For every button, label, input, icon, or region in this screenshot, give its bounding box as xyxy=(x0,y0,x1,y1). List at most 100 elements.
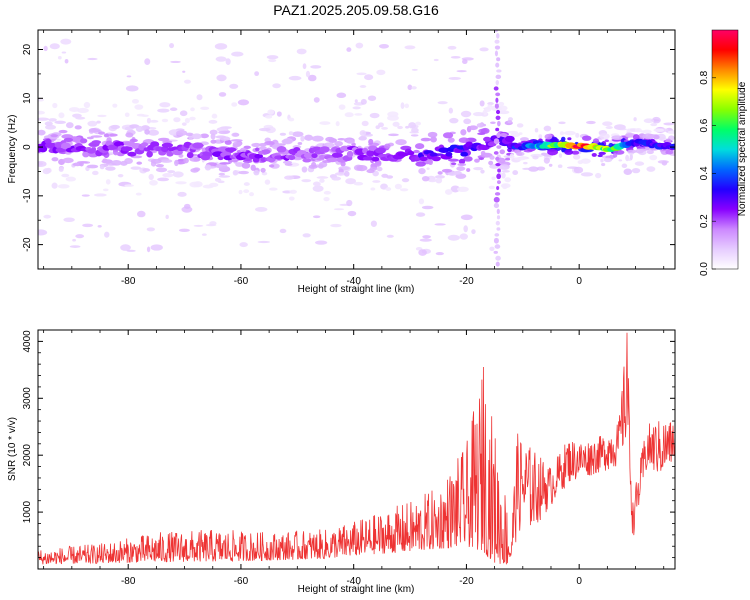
x-tick-label: -40 xyxy=(346,276,361,287)
spectrogram-speckle xyxy=(473,166,484,171)
spectrogram-speckle xyxy=(448,76,462,80)
spectrogram-cell xyxy=(646,149,654,155)
figure-title: PAZ1.2025.205.09.58.G16 xyxy=(273,2,439,18)
spectrogram-cell xyxy=(626,149,637,154)
spectrogram-ridge-cell xyxy=(252,157,260,163)
spectrogram-streak-cell xyxy=(494,39,500,44)
spectrogram-speckle xyxy=(370,220,377,227)
spectrogram-cell xyxy=(97,114,107,118)
spectrogram-speckle xyxy=(528,166,539,172)
spectrogram-cell xyxy=(428,159,433,166)
spectrogram-cell xyxy=(142,168,151,172)
spectrogram-speckle xyxy=(415,212,426,217)
spectrogram-cell xyxy=(343,171,350,177)
spectrogram-speckle xyxy=(462,59,468,65)
spectrogram-cell xyxy=(354,113,363,116)
spectrogram-cell xyxy=(108,133,118,137)
spectrogram-cell xyxy=(190,168,200,173)
spectrogram-cell xyxy=(216,127,229,132)
spectrogram-speckle xyxy=(137,210,146,218)
y-tick-label: 3000 xyxy=(22,387,33,410)
spectrogram-streak-cell xyxy=(494,233,500,237)
y-tick-label: 2000 xyxy=(22,444,33,467)
colorbar-tick-label: 0.8 xyxy=(699,70,710,84)
spectrogram-cell xyxy=(490,121,496,125)
spectrogram-speckle xyxy=(162,173,174,178)
spectrogram-streak-cell xyxy=(497,120,501,127)
spectrogram-ridge-cell xyxy=(87,148,96,154)
spectrogram-cell xyxy=(488,185,495,190)
spectrogram-streak-cell xyxy=(493,151,499,155)
spectrogram-cell xyxy=(369,166,378,171)
spectrogram-speckle xyxy=(45,124,57,130)
spectrogram-cell xyxy=(184,117,190,124)
spectrogram-cell xyxy=(292,131,304,137)
spectrogram-speckle xyxy=(302,63,307,70)
spectrogram-streak-cell xyxy=(495,255,501,261)
spectrogram-cell xyxy=(96,120,101,124)
spectrogram-streak-cell xyxy=(493,237,499,244)
spectrogram-speckle xyxy=(229,83,239,89)
spectrogram-cell xyxy=(50,134,59,138)
spectrogram-cell xyxy=(111,159,122,166)
spectrogram-ridge-cell xyxy=(288,155,296,161)
spectrogram-cell xyxy=(519,137,529,142)
spectrogram-speckle xyxy=(376,69,386,76)
spectrogram-cell xyxy=(86,136,94,140)
spectrogram-cell xyxy=(42,168,51,175)
snr-x-label: Height of straight line (km) xyxy=(298,584,415,595)
spectrogram-speckle xyxy=(355,42,364,49)
colorbar-tick-label: 0.2 xyxy=(699,214,710,228)
snr-series-line xyxy=(37,332,676,565)
spectrogram-speckle xyxy=(51,182,58,189)
spectrogram-speckle xyxy=(177,191,187,197)
spectrogram-cell xyxy=(52,102,58,109)
spectrogram-streak-cell xyxy=(494,45,501,50)
spectrogram-speckle xyxy=(359,85,367,88)
spectrogram-cell xyxy=(491,176,496,181)
x-tick-label: 0 xyxy=(576,576,582,587)
spectrogram-cell xyxy=(392,121,400,127)
spectrogram-cell xyxy=(301,166,308,173)
colorbar: 0.0 0.2 0.4 0.6 0.8 Normalized spectral ampl… xyxy=(699,29,748,276)
spectrogram-cell xyxy=(232,132,240,137)
spectrogram-streak-cell xyxy=(496,180,501,185)
spectrogram-cell xyxy=(480,127,490,134)
spectrogram-cell xyxy=(200,106,210,111)
spectrogram-speckle xyxy=(536,166,546,171)
spectrogram-speckle xyxy=(631,168,641,174)
spectrogram-speckle xyxy=(57,56,62,60)
spectrogram-cell xyxy=(359,130,367,136)
spectrogram-ridge-cell xyxy=(669,143,675,150)
spectrogram-cell xyxy=(577,160,584,165)
spectrogram-streak-cell xyxy=(495,115,501,121)
spectrogram-streak-cell xyxy=(496,215,501,220)
spectrogram-cell xyxy=(387,111,399,118)
spectrogram-cell xyxy=(385,187,392,191)
spectrogram-cell xyxy=(317,163,324,169)
spectrogram-cell xyxy=(58,112,65,119)
spectrogram-speckle xyxy=(296,48,307,55)
spectrogram-cell xyxy=(572,154,581,160)
spectrogram-cell xyxy=(124,112,130,118)
spectrogram-speckle xyxy=(401,178,410,183)
spectrogram-cell xyxy=(174,159,179,167)
spectrogram-speckle xyxy=(352,106,361,110)
spectrogram-cell xyxy=(258,146,267,151)
spectrogram-speckle xyxy=(313,97,320,103)
spectrogram-speckle xyxy=(447,45,457,50)
spectrogram-frame xyxy=(37,29,676,270)
spectrogram-ridge-cell xyxy=(504,135,515,143)
spectrogram-cell xyxy=(209,129,218,135)
spectrogram-cell xyxy=(437,171,443,175)
spectrogram-cell xyxy=(408,122,417,129)
spectrogram-streak-cell xyxy=(495,80,500,86)
spectrogram-cell xyxy=(394,183,402,190)
spectrogram-streak-cell xyxy=(495,97,499,103)
spectrogram-cell xyxy=(162,140,173,144)
spectrogram-x-label: Height of straight line (km) xyxy=(298,284,415,295)
spectrogram-panel: -80 -60 -40 -20 0 -20 -10 0 10 20 Height of stra… xyxy=(7,29,676,295)
spectrogram-speckle xyxy=(169,107,178,112)
spectrogram-cell xyxy=(58,167,64,172)
spectrogram-cell xyxy=(514,157,526,161)
